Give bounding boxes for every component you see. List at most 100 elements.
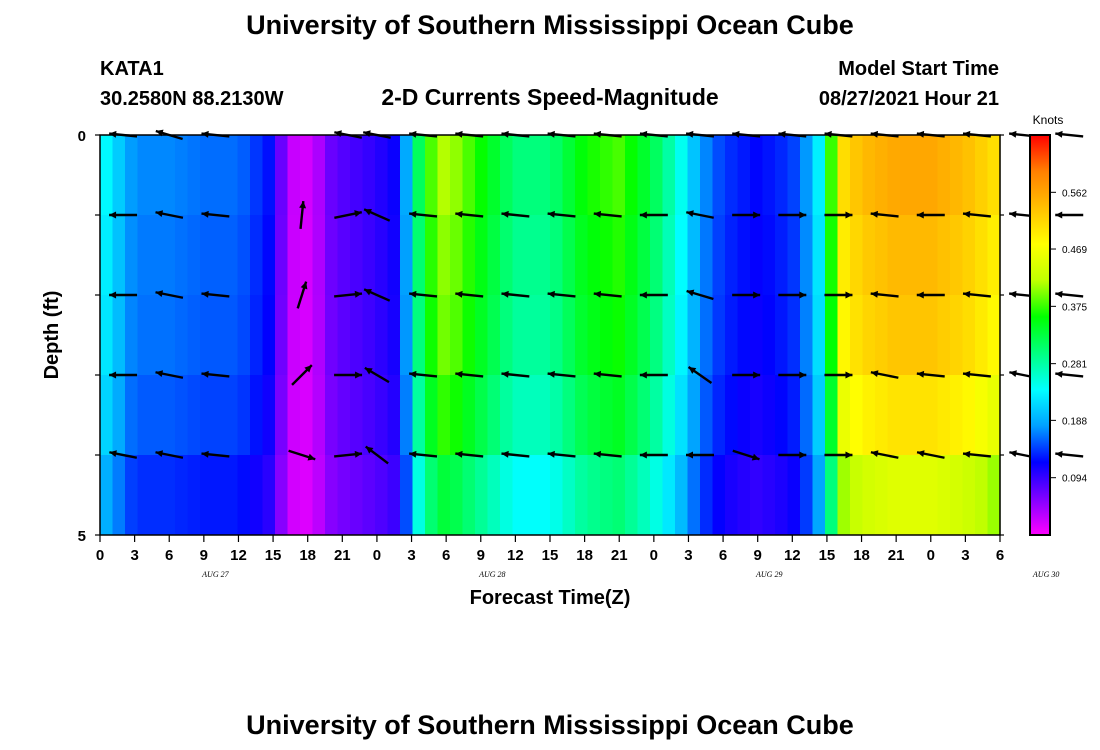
heatmap-cell [550,455,564,536]
heatmap-cell [225,455,239,536]
heatmap-cell [375,295,389,376]
heatmap-cell [762,295,776,376]
heatmap-cell [450,375,464,456]
current-vector [288,449,316,461]
heatmap-cell [400,375,414,456]
x-tick-label: 12 [507,547,524,564]
heatmap-cell [425,375,439,456]
current-vector [870,450,899,459]
x-axis: 0 3 6 9 12 15 18 21 0 3 6 9 12 15 18 21 0 3 6 9 12 15 18 21 0 3 6 A… [96,535,1059,579]
heatmap-cell [787,295,801,376]
y-tick-label: 0 [78,128,86,145]
current-vector [916,370,945,378]
heatmap-cell [412,215,426,296]
heatmap-cell [825,375,839,456]
heatmap-cell [100,295,114,376]
current-vector [824,371,853,379]
current-vector [824,291,853,299]
heatmap-cell [300,455,314,536]
heatmap-cell [162,215,176,296]
current-vector [732,291,761,299]
heatmap-cell [737,455,751,536]
heatmap-cell [575,295,589,376]
heatmap-cell [225,215,239,296]
date-label: AUG 29 [755,570,782,579]
heatmap-cell [837,135,851,216]
current-vector [201,370,230,378]
heatmap-cell [437,455,451,536]
current-vector [1055,450,1084,458]
heatmap-cell [662,135,676,216]
x-tick-label: 6 [996,547,1004,564]
heatmap-cell [637,455,651,536]
model-start-time: 08/27/2021 Hour 21 [819,88,999,110]
current-vector [778,211,807,219]
heatmap-cell [725,455,739,536]
current-vector [593,450,622,458]
heatmap-cell [462,455,476,536]
heatmap-cell [612,295,626,376]
current-vector [1055,370,1084,378]
heatmap-cell [875,455,889,536]
heatmap-cell [200,295,214,376]
heatmap-cell [612,455,626,536]
heatmap-cell [487,375,501,456]
heatmap-cell [462,215,476,296]
heatmap-cell [237,215,251,296]
heatmap-cell [775,215,789,296]
heatmap-cell [162,295,176,376]
heatmap-cell [775,455,789,536]
heatmap-cell [137,455,151,536]
heatmap-cell [675,295,689,376]
heatmap-cell [850,375,864,456]
heatmap-cell [112,215,126,296]
current-vector [547,450,576,458]
current-vector [291,364,313,386]
heatmap-cell [575,215,589,296]
heatmap-cell [625,215,639,296]
heatmap-cell [250,455,264,536]
current-vector [639,211,668,219]
current-vector [409,210,438,218]
x-tick-label: 6 [719,547,727,564]
heatmap-cell [987,455,1001,536]
heatmap-cell [150,215,164,296]
heatmap-cell [325,215,339,296]
heatmap-cell [475,455,489,536]
heatmap-cell [187,375,201,456]
heatmap-cell [875,215,889,296]
model-start-label: Model Start Time [838,58,999,80]
heatmap-cell [837,455,851,536]
heatmap-cell [225,375,239,456]
heatmap-cell [662,455,676,536]
heatmap-cell [387,135,401,216]
heatmap-cell [287,295,301,376]
heatmap-cell [575,455,589,536]
current-vector [501,210,530,218]
x-tick-label: 6 [165,547,173,564]
heatmap-cell [650,375,664,456]
heatmap-cell [175,215,189,296]
heatmap-cell [175,375,189,456]
heatmap-cell [612,375,626,456]
colorbar [1029,134,1051,536]
heatmap-cell [412,135,426,216]
heatmap-cell [425,215,439,296]
heatmap-cell [537,455,551,536]
heatmap-cell [125,295,139,376]
heatmap-cell [725,375,739,456]
heatmap-cell [475,375,489,456]
heatmap-cell [325,375,339,456]
heatmap-cell [162,455,176,536]
heatmap-cell [300,375,314,456]
current-vector [962,370,991,378]
heatmap-cell [950,455,964,536]
date-label: AUG 27 [201,570,229,579]
x-tick-label: 15 [542,547,559,564]
heatmap-cell [300,295,314,376]
heatmap-cell [587,215,601,296]
heatmap-cell [750,455,764,536]
heatmap-cell [250,215,264,296]
heatmap-cell [337,455,351,536]
